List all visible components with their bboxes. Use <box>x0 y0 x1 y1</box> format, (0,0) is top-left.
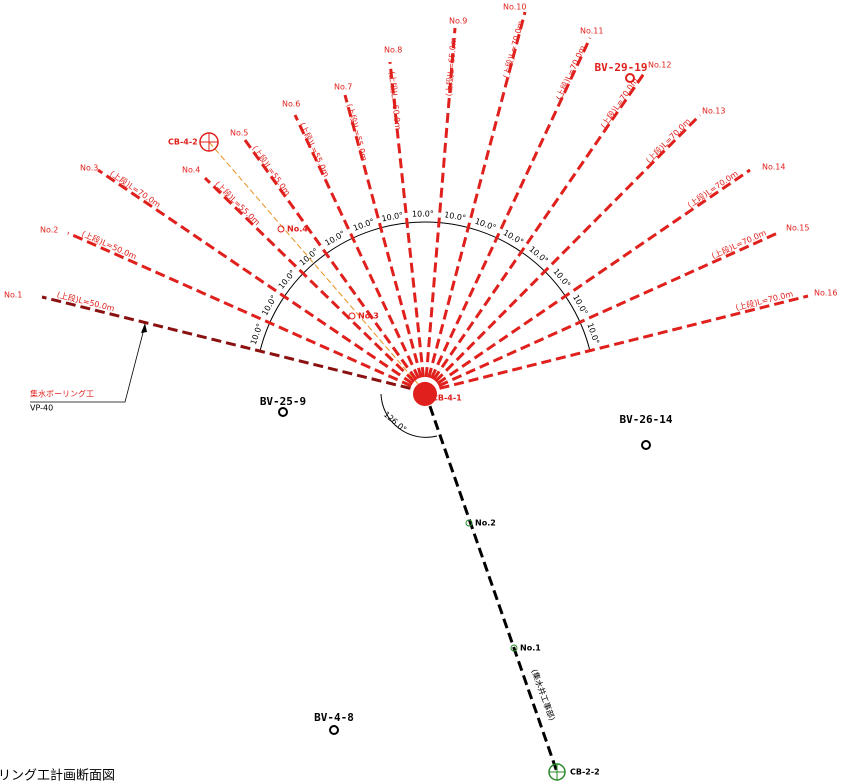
drain-no: No.9 <box>449 17 467 26</box>
drain-line <box>203 176 427 394</box>
drain-line <box>67 231 426 394</box>
drain-no: No.12 <box>648 61 671 70</box>
well-center <box>413 382 437 406</box>
drain-no: No.10 <box>503 3 526 12</box>
well-label: CB-4-1 <box>432 394 462 403</box>
drain-length: (上段)L=50.0m <box>80 228 138 261</box>
drain-no: No.7 <box>334 83 352 92</box>
angle-label: 10.0° <box>571 293 590 316</box>
point-label: No.3 <box>358 312 379 321</box>
well-label: CB-4-2 <box>168 138 198 147</box>
drain-line <box>423 27 457 393</box>
point <box>510 644 518 652</box>
drain-length: (上段)L=70.0m <box>710 227 768 260</box>
drain-line <box>424 168 751 394</box>
leader-arrow <box>141 323 147 333</box>
drain-line <box>424 230 781 394</box>
drain-length: (上段)L=70.0m <box>598 75 640 129</box>
title: リング工計画断面図 <box>0 768 115 784</box>
angle-label: 10.0° <box>444 210 467 223</box>
angle-label: 10.0° <box>323 229 346 248</box>
drain-length: (上段)L=50.0m <box>56 289 116 313</box>
drain-no: No.4 <box>182 166 200 175</box>
borehole-label: BV-4-8 <box>314 711 354 724</box>
angle-label: 10.0° <box>260 294 278 317</box>
point-label: No.1 <box>520 644 541 653</box>
drain-no: No.1 <box>4 291 22 300</box>
drain-no: No.11 <box>580 27 603 36</box>
drain-line <box>388 61 427 393</box>
borehole-label: BV-26-14 <box>620 413 673 426</box>
angle-label: 10.0° <box>298 246 320 267</box>
drain-length: (上段)L=70.0m <box>554 44 588 102</box>
drain-line <box>41 295 426 394</box>
drain-line <box>423 71 647 393</box>
drain-length: (上段)L=70.0m <box>685 168 740 210</box>
angle-label: 10.0° <box>277 268 298 291</box>
angle-label: 10.0° <box>412 209 434 218</box>
borehole-label: BV-25-9 <box>260 395 306 408</box>
turn-angle: 126.0° <box>382 410 408 434</box>
borehole-label: BV-29-19 <box>595 61 648 74</box>
drain-line <box>423 11 527 393</box>
leader-spec: VP-40 <box>30 404 53 413</box>
drain-no: No.2 <box>40 226 58 235</box>
guide-line <box>208 141 426 393</box>
borehole <box>641 440 651 450</box>
drain-no: No.15 <box>786 224 809 233</box>
drain-length: (上段)L=60.0m <box>387 71 403 131</box>
angle-arc <box>259 221 591 352</box>
drain-length: (上段)L=55.0m <box>298 121 332 179</box>
drain-no: No.3 <box>80 164 98 173</box>
drain-no: No.14 <box>762 163 785 172</box>
turn-arc <box>380 393 438 438</box>
well-label: CB-2-2 <box>570 768 600 777</box>
drain-line <box>243 139 427 393</box>
drain-length: (上段)L=70.0m <box>501 19 526 79</box>
drain-length: (上段)L=55.0m <box>250 143 293 197</box>
drain-line <box>423 37 592 393</box>
point <box>348 312 356 320</box>
drain-no: No.16 <box>814 289 837 298</box>
drain-no: No.8 <box>384 46 402 55</box>
drain-no: No.13 <box>702 107 725 116</box>
borehole <box>625 73 635 83</box>
route-line <box>423 391 559 773</box>
point <box>465 519 473 527</box>
drain-no: No.5 <box>230 129 248 138</box>
borehole <box>329 725 339 735</box>
drain-length: (上段)L=55.0m <box>213 179 262 227</box>
point-label: No.4 <box>287 225 308 234</box>
well-cross <box>200 133 218 151</box>
drain-line <box>97 168 426 394</box>
route-label: (集水井工事部) <box>529 668 557 722</box>
angle-label: 10.0° <box>527 245 550 266</box>
leader-name: 集水ボーリング工 <box>30 389 94 399</box>
drain-line <box>424 294 809 394</box>
well-cross <box>549 764 565 780</box>
drain-line <box>343 94 427 393</box>
angle-label: 10.0° <box>502 228 525 247</box>
point-label: No.2 <box>475 519 496 528</box>
angle-label: 10.0° <box>551 267 572 290</box>
drain-length: (上段)L=70.0m <box>108 168 163 210</box>
point <box>277 225 285 233</box>
borehole <box>278 407 288 417</box>
drain-length: (上段)L=70.0m <box>644 116 693 165</box>
leader-line <box>30 324 146 403</box>
drain-no: No.6 <box>282 100 300 109</box>
drain-line <box>423 113 702 394</box>
drain-length: (上段)L=70.0m <box>734 288 794 312</box>
drain-length: (上段)L=65.0m <box>443 37 458 97</box>
angle-label: 10.0° <box>381 211 404 224</box>
drain-line <box>293 114 427 393</box>
drain-length: (上段)L=55.0m <box>345 103 370 163</box>
